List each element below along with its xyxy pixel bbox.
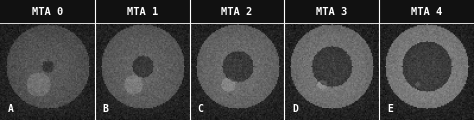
Text: MTA 3: MTA 3 [316,7,347,17]
Text: E: E [387,104,392,114]
Text: MTA 2: MTA 2 [221,7,253,17]
Text: MTA 4: MTA 4 [411,7,442,17]
Text: D: D [292,104,298,114]
Text: MTA 1: MTA 1 [127,7,158,17]
Text: C: C [197,104,203,114]
Text: B: B [102,104,108,114]
Text: A: A [8,104,13,114]
Text: MTA 0: MTA 0 [32,7,63,17]
